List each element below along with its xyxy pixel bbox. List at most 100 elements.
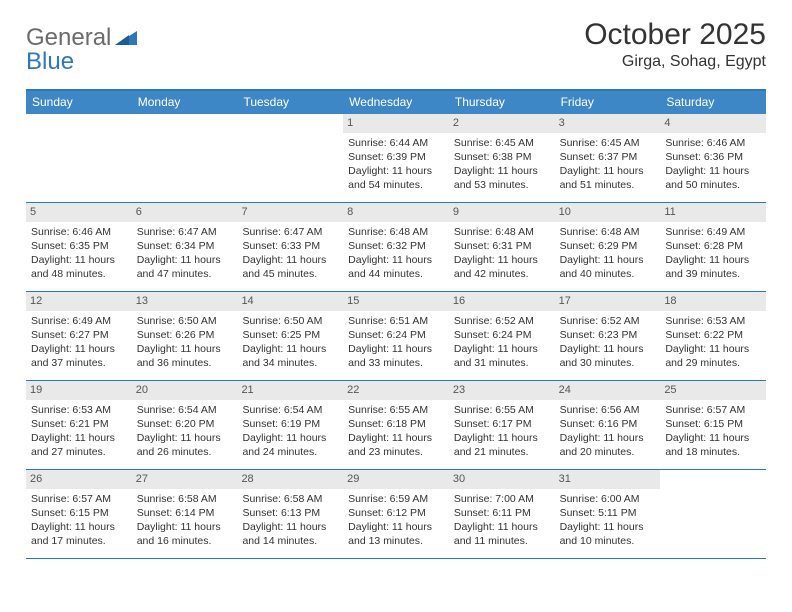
- day-cell: .: [660, 470, 766, 558]
- sunset-line: Sunset: 5:11 PM: [560, 506, 656, 520]
- weekday-header: Sunday: [26, 91, 132, 114]
- day-cell: 15 Sunrise: 6:51 AMSunset: 6:24 PMDayligh…: [343, 292, 449, 380]
- week-row: 12Sunrise: 6:49 AMSunset: 6:27 PMDayligh…: [26, 292, 766, 381]
- day-cell: 23Sunrise: 6:55 AMSunset: 6:17 PMDayligh…: [449, 381, 555, 469]
- weekday-header: Saturday: [660, 91, 766, 114]
- day-cell: 26Sunrise: 6:57 AMSunset: 6:15 PMDayligh…: [26, 470, 132, 558]
- sunset-line: Sunset: 6:17 PM: [454, 417, 550, 431]
- day-number: 17: [555, 292, 661, 311]
- sunrise-line: Sunrise: 6:49 AM: [31, 314, 127, 328]
- sunrise-line: Sunrise: 7:00 AM: [454, 492, 550, 506]
- weekday-header: Monday: [132, 91, 238, 114]
- day-number: 22: [343, 381, 449, 400]
- title-block: October 2025 Girga, Sohag, Egypt: [584, 18, 766, 71]
- sunrise-line: Sunrise: 6:55 AM: [454, 403, 550, 417]
- daylight-line: Daylight: 11 hours and 37 minutes.: [31, 342, 127, 370]
- sunrise-line: Sunrise: 6:53 AM: [665, 314, 761, 328]
- sunset-line: Sunset: 6:33 PM: [242, 239, 338, 253]
- day-cell: 31Sunrise: 6:00 AMSunset: 5:11 PMDayligh…: [555, 470, 661, 558]
- day-cell: 20Sunrise: 6:54 AMSunset: 6:20 PMDayligh…: [132, 381, 238, 469]
- day-cell: 2Sunrise: 6:45 AMSunset: 6:38 PMDaylight…: [449, 114, 555, 202]
- sunset-line: Sunset: 6:21 PM: [31, 417, 127, 431]
- sunset-line: Sunset: 6:27 PM: [31, 328, 127, 342]
- day-cell: 9 Sunrise: 6:48 AMSunset: 6:31 PMDaylight…: [449, 203, 555, 291]
- daylight-line: Daylight: 11 hours and 21 minutes.: [454, 431, 550, 459]
- weeks-container: ...1Sunrise: 6:44 AMSunset: 6:39 PMDayli…: [26, 114, 766, 559]
- sunrise-line: Sunrise: 6:46 AM: [31, 225, 127, 239]
- sunset-line: Sunset: 6:39 PM: [348, 150, 444, 164]
- day-cell: 30 Sunrise: 7:00 AMSunset: 6:11 PMDayligh…: [449, 470, 555, 558]
- weekday-header-row: SundayMondayTuesdayWednesdayThursdayFrid…: [26, 91, 766, 114]
- day-cell: 16Sunrise: 6:52 AMSunset: 6:24 PMDayligh…: [449, 292, 555, 380]
- day-number: 5: [26, 203, 132, 222]
- sunset-line: Sunset: 6:23 PM: [560, 328, 656, 342]
- day-number: 28: [237, 470, 343, 489]
- sunrise-line: Sunrise: 6:47 AM: [137, 225, 233, 239]
- sunrise-line: Sunrise: 6:53 AM: [31, 403, 127, 417]
- location-text: Girga, Sohag, Egypt: [584, 53, 766, 71]
- daylight-line: Daylight: 11 hours and 27 minutes.: [31, 431, 127, 459]
- sunset-line: Sunset: 6:28 PM: [665, 239, 761, 253]
- day-number: 30: [449, 470, 555, 489]
- sunset-line: Sunset: 6:11 PM: [454, 506, 550, 520]
- sunrise-line: Sunrise: 6:50 AM: [242, 314, 338, 328]
- sunrise-line: Sunrise: 6:48 AM: [454, 225, 550, 239]
- day-cell: 5Sunrise: 6:46 AMSunset: 6:35 PMDaylight…: [26, 203, 132, 291]
- day-cell: 21Sunrise: 6:54 AMSunset: 6:19 PMDayligh…: [237, 381, 343, 469]
- sunrise-line: Sunrise: 6:48 AM: [348, 225, 444, 239]
- week-row: ...1Sunrise: 6:44 AMSunset: 6:39 PMDayli…: [26, 114, 766, 203]
- sunrise-line: Sunrise: 6:47 AM: [242, 225, 338, 239]
- day-number: 9: [449, 203, 555, 222]
- daylight-line: Daylight: 11 hours and 11 minutes.: [454, 520, 550, 548]
- sunrise-line: Sunrise: 6:54 AM: [242, 403, 338, 417]
- day-cell: 13Sunrise: 6:50 AMSunset: 6:26 PMDayligh…: [132, 292, 238, 380]
- day-number: 27: [132, 470, 238, 489]
- page-header: General October 2025 Girga, Sohag, Egypt: [26, 18, 766, 71]
- daylight-line: Daylight: 11 hours and 53 minutes.: [454, 164, 550, 192]
- sunrise-line: Sunrise: 6:51 AM: [348, 314, 444, 328]
- day-cell: 3Sunrise: 6:45 AMSunset: 6:37 PMDaylight…: [555, 114, 661, 202]
- weekday-header: Friday: [555, 91, 661, 114]
- sunset-line: Sunset: 6:24 PM: [348, 328, 444, 342]
- day-number: 25: [660, 381, 766, 400]
- day-number: 14: [237, 292, 343, 311]
- day-cell: 1Sunrise: 6:44 AMSunset: 6:39 PMDaylight…: [343, 114, 449, 202]
- day-number: 24: [555, 381, 661, 400]
- day-cell: 25Sunrise: 6:57 AMSunset: 6:15 PMDayligh…: [660, 381, 766, 469]
- day-number: 15: [343, 292, 449, 311]
- sunrise-line: Sunrise: 6:56 AM: [560, 403, 656, 417]
- daylight-line: Daylight: 11 hours and 26 minutes.: [137, 431, 233, 459]
- daylight-line: Daylight: 11 hours and 54 minutes.: [348, 164, 444, 192]
- logo-word-2: Blue: [26, 48, 74, 76]
- day-number: 10: [555, 203, 661, 222]
- daylight-line: Daylight: 11 hours and 18 minutes.: [665, 431, 761, 459]
- sunset-line: Sunset: 6:29 PM: [560, 239, 656, 253]
- daylight-line: Daylight: 11 hours and 31 minutes.: [454, 342, 550, 370]
- calendar-grid: SundayMondayTuesdayWednesdayThursdayFrid…: [26, 89, 766, 559]
- weekday-header: Wednesday: [343, 91, 449, 114]
- sunset-line: Sunset: 6:31 PM: [454, 239, 550, 253]
- day-cell: 17Sunrise: 6:52 AMSunset: 6:23 PMDayligh…: [555, 292, 661, 380]
- day-number: 1: [343, 114, 449, 133]
- day-number: 3: [555, 114, 661, 133]
- day-number: 12: [26, 292, 132, 311]
- day-number: 26: [26, 470, 132, 489]
- day-number: 31: [555, 470, 661, 489]
- sunrise-line: Sunrise: 6:54 AM: [137, 403, 233, 417]
- day-number: 18: [660, 292, 766, 311]
- daylight-line: Daylight: 11 hours and 16 minutes.: [137, 520, 233, 548]
- day-cell: 12 Sunrise: 6:49 AMSunset: 6:27 PMDayligh…: [26, 292, 132, 380]
- sunrise-line: Sunrise: 6:49 AM: [665, 225, 761, 239]
- sunrise-line: Sunrise: 6:55 AM: [348, 403, 444, 417]
- daylight-line: Daylight: 11 hours and 42 minutes.: [454, 253, 550, 281]
- sunset-line: Sunset: 6:20 PM: [137, 417, 233, 431]
- weekday-header: Tuesday: [237, 91, 343, 114]
- sunrise-line: Sunrise: 6:52 AM: [560, 314, 656, 328]
- day-cell: 22Sunrise: 6:55 AMSunset: 6:18 PMDayligh…: [343, 381, 449, 469]
- daylight-line: Daylight: 11 hours and 33 minutes.: [348, 342, 444, 370]
- sunset-line: Sunset: 6:12 PM: [348, 506, 444, 520]
- day-cell: 29Sunrise: 6:59 AMSunset: 6:12 PMDayligh…: [343, 470, 449, 558]
- day-number: 29: [343, 470, 449, 489]
- day-number: 21: [237, 381, 343, 400]
- day-number: 13: [132, 292, 238, 311]
